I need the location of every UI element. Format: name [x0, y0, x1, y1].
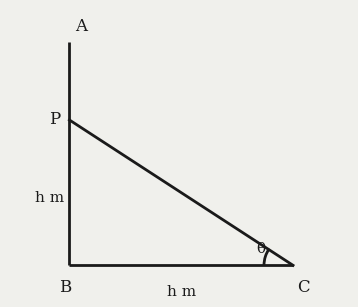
Text: h m: h m: [35, 191, 64, 205]
Text: B: B: [59, 279, 71, 296]
Text: θ: θ: [256, 242, 265, 256]
Text: C: C: [297, 279, 310, 296]
Text: A: A: [75, 18, 87, 35]
Text: P: P: [49, 111, 61, 128]
Text: h m: h m: [167, 286, 196, 300]
